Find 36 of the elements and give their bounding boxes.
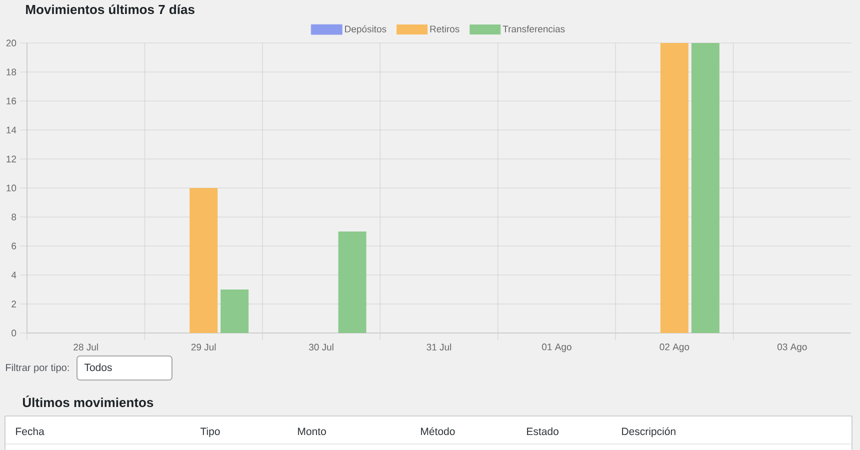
legend-label: Depósitos	[345, 25, 386, 34]
chart-title: Movimientos últimos 7 días	[26, 4, 194, 14]
y-tick-label: 6	[12, 242, 16, 250]
text: Últimos movimientos	[22, 395, 154, 408]
text: Todos	[84, 363, 112, 372]
bar	[660, 42, 688, 333]
y-tick-label: 16	[6, 98, 16, 104]
bar	[338, 232, 366, 333]
y-tick-label: 2	[12, 300, 16, 308]
y-tick-label: 14	[6, 126, 16, 134]
y-tick-label: 18	[6, 68, 16, 76]
bar	[691, 42, 720, 333]
text: Monto	[298, 428, 326, 436]
bar	[190, 188, 218, 333]
x-tick-label: 28 Jul	[74, 344, 98, 350]
x-tick-label: 29 Jul	[191, 344, 216, 350]
text: Filtrar por tipo:	[6, 364, 69, 374]
text: Estado	[527, 427, 558, 436]
x-tick-label: 03 Ago	[777, 344, 807, 352]
x-tick-label: 30 Jul	[308, 344, 334, 350]
text: Método	[421, 427, 455, 436]
y-tick-label: 0	[12, 330, 16, 336]
legend-label: Transferencias	[502, 25, 565, 32]
x-tick-label: 02 Ago	[660, 344, 690, 352]
y-tick-label: 4	[11, 272, 16, 278]
y-tick-label: 10	[6, 184, 16, 192]
text: Tipo	[200, 427, 220, 438]
text: Descripción	[622, 427, 676, 438]
y-tick-label: 12	[6, 156, 16, 162]
y-tick-label: 8	[12, 214, 16, 220]
bar	[220, 290, 249, 333]
y-tick-label: 20	[6, 40, 16, 46]
text: Fecha	[16, 427, 44, 436]
x-tick-label: 01 Ago	[542, 344, 572, 352]
x-tick-label: 31 Jul	[426, 344, 452, 350]
legend-label: Retiros	[430, 25, 460, 32]
